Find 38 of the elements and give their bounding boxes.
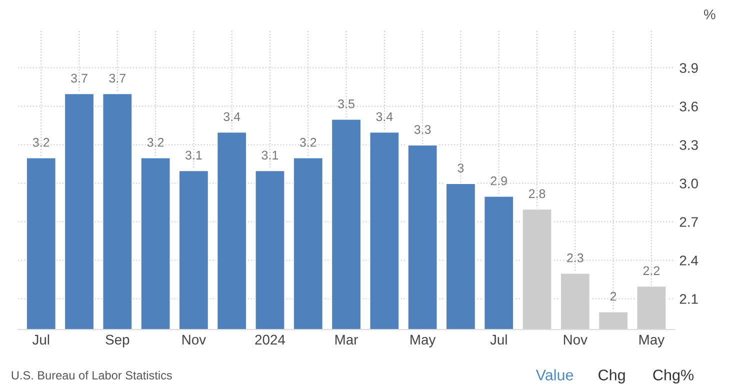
x-tick-label: Nov xyxy=(564,334,588,345)
text: U.S. Bureau of Labor Statistics xyxy=(12,370,172,380)
data-label: 3.1 xyxy=(262,150,278,160)
x-tick-label: Sep xyxy=(106,334,130,348)
text: 2.1 xyxy=(680,294,698,304)
data-label: 3 xyxy=(458,164,464,172)
x-tick-label: Nov xyxy=(182,334,206,345)
data-label: 3.4 xyxy=(224,112,240,122)
data-label: 3.7 xyxy=(109,74,126,83)
x-tick-label: May xyxy=(639,334,665,348)
text: Chg xyxy=(598,369,625,384)
data-label: 3.3 xyxy=(414,125,431,134)
text: 2.7 xyxy=(680,217,698,227)
x-tick-label: Jul xyxy=(490,334,507,345)
data-label: 3.2 xyxy=(300,138,316,147)
data-label: 3.5 xyxy=(338,99,354,108)
data-label: 3.4 xyxy=(376,112,393,122)
x-tick-label: Mar xyxy=(335,334,358,345)
text: 2.4 xyxy=(680,256,698,266)
text: 3.9 xyxy=(680,63,698,73)
data-label: 3.7 xyxy=(71,74,88,83)
data-label: 3.2 xyxy=(147,138,164,147)
text: 3.0 xyxy=(680,178,698,188)
text: Chg% xyxy=(653,369,694,384)
x-tick-label: Jul xyxy=(32,334,50,345)
data-label: 3.1 xyxy=(185,150,202,160)
data-label: 2.9 xyxy=(490,176,507,186)
text: Value xyxy=(536,369,574,380)
text: 3.6 xyxy=(680,102,698,112)
data-label: 2 xyxy=(610,292,616,301)
data-label: 2.2 xyxy=(643,266,660,275)
x-tick-label: 2024 xyxy=(255,334,286,345)
data-label: 2.8 xyxy=(528,189,546,198)
data-label: 3.2 xyxy=(32,138,50,147)
x-tick-label: May xyxy=(410,334,436,348)
data-label: 2.3 xyxy=(567,253,584,262)
y-axis-title: % xyxy=(704,10,716,20)
text: 3.3 xyxy=(680,140,698,150)
